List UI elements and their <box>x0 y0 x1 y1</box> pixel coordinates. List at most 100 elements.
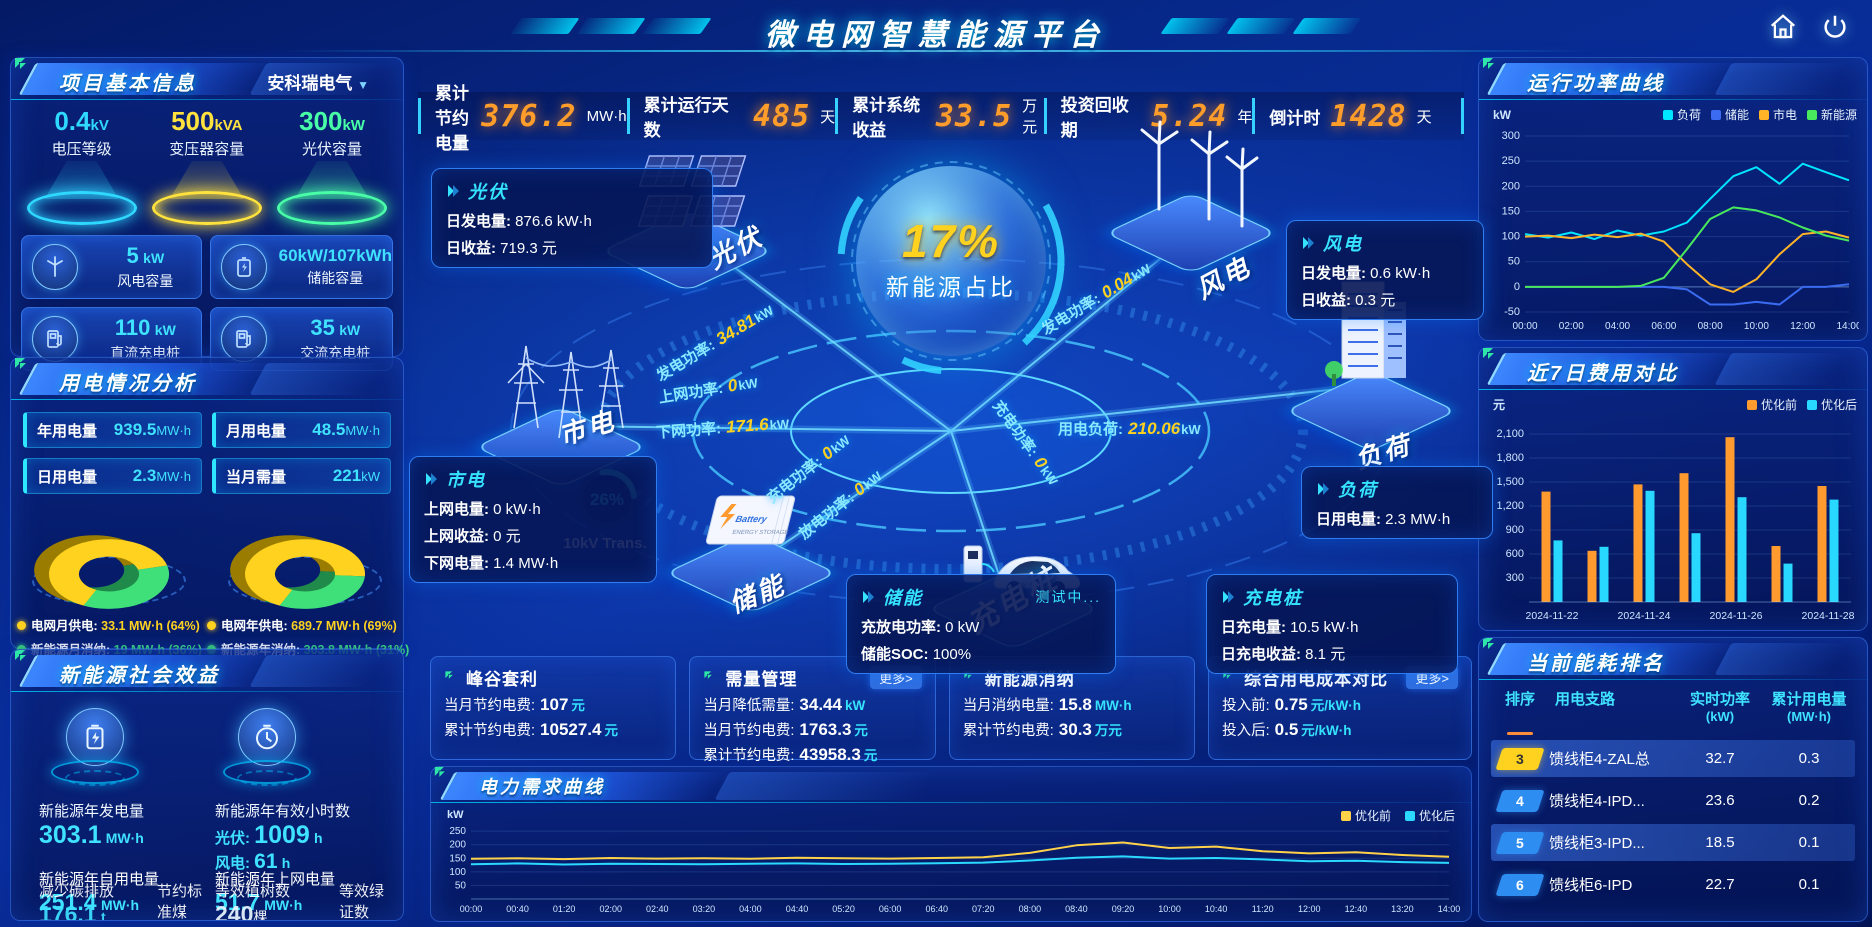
ranking-header-cell: 实时功率 (kW) <box>1689 691 1750 724</box>
tooltip-row: 日用电量: 2.3 MW·h <box>1316 511 1451 528</box>
tooltip-row: 储能SOC: 100% <box>861 646 972 663</box>
kpi-unit: 天 <box>820 108 836 126</box>
cone-value: 300kW <box>299 106 365 136</box>
arrow-right-icon <box>1318 483 1329 495</box>
capacity-cone: 0.4kV 电压等级 <box>19 106 144 225</box>
svg-text:150: 150 <box>449 853 466 864</box>
effective-hours-stat: 新能源年有效小时数 光伏: 1009 h 风电: 61 h <box>215 803 351 873</box>
legend-item: 优化前 <box>1340 807 1391 824</box>
svg-text:00:00: 00:00 <box>1512 321 1537 332</box>
svg-text:1,500: 1,500 <box>1496 476 1524 488</box>
legend-item: 市电 <box>1758 106 1797 123</box>
card-corner-icon <box>445 671 454 680</box>
panel-corner-icon <box>433 765 453 790</box>
kpi-unit: MW·h <box>586 107 627 125</box>
svg-text:12:00: 12:00 <box>1790 321 1815 332</box>
svg-text:10:40: 10:40 <box>1205 904 1228 914</box>
svg-text:01:20: 01:20 <box>553 904 576 914</box>
project-stats: 5 kW 风电容量 60kW/107kWh 储能容量 110 kW 直流充电桩 35 kW… <box>11 225 403 371</box>
battery-storage-icon: Battery ENERGY STORAGE <box>705 495 796 545</box>
tooltip-grid: 市电 上网电量: 0 kW·h 上网收益: 0 元下网电量: 1.4 MW·h <box>409 456 657 583</box>
tooltip-row: 上网电量: 0 kW·h <box>424 501 541 518</box>
grid-export-trees-stats: 新能源年上网电量 51.7 MW·h 等效植树数 240棵 等效绿证数 303张 <box>215 871 385 921</box>
summary-card-row: 当月节约电费: 107 元 <box>444 695 585 714</box>
ev-charger-icon <box>235 330 251 348</box>
node-storage[interactable]: Battery ENERGY STORAGE <box>664 484 838 614</box>
svg-text:08:00: 08:00 <box>1698 321 1723 332</box>
company-dropdown[interactable]: 安科瑞电气 ▼ <box>267 69 369 94</box>
battery-lightning-icon <box>86 724 104 750</box>
energy-cell: 0.2 <box>1798 792 1820 809</box>
svg-text:2,100: 2,100 <box>1496 428 1524 440</box>
flow-label: 用电负荷: 210.06kW <box>1058 419 1201 438</box>
svg-text:2024-11-28: 2024-11-28 <box>1802 610 1855 622</box>
renewable-share-sphere: 17% 新能源占比 <box>856 166 1046 356</box>
usage-stats: 年用电量 939.5MW·h 月用电量 48.5MW·h 日用电量 2.3MW·h 当月需量… <box>11 400 403 494</box>
branch-cell: 馈线柜4-ZAL总 <box>1549 751 1650 768</box>
summary-card-title-row: 峰谷套利 <box>444 665 662 690</box>
panel-title: 当前能耗排名 <box>1527 653 1665 675</box>
cone-beam-decoration <box>169 161 244 199</box>
project-stat-card: 5 kW 风电容量 <box>21 235 202 299</box>
arrow-right-icon <box>1303 237 1314 249</box>
demand-curve-chart: 50 100 150 200 250 00:00 00:40 01:20 02:00 02:40 0… <box>449 826 1460 914</box>
donut-chart <box>230 531 380 621</box>
kpi-bar: 累计节约电量 376.2 MW·h 累计运行天数 485 天累计系统收益 33.5 万元 投资回… <box>418 84 1464 153</box>
rank-badge-cell: 6 <box>1491 873 1549 896</box>
svg-text:13:20: 13:20 <box>1391 904 1414 914</box>
usage-stat-pill: 月用电量 48.5MW·h <box>212 412 391 448</box>
branch-cell: 馈线柜4-IPD... <box>1549 793 1645 810</box>
energy-cell: 0.1 <box>1798 876 1820 893</box>
svg-text:04:00: 04:00 <box>739 904 762 914</box>
tooltip-row: 日充电收益: 8.1 元 <box>1221 646 1346 663</box>
svg-text:12:40: 12:40 <box>1345 904 1368 914</box>
ranking-header-cell: 排序 <box>1504 691 1535 708</box>
node-grid[interactable] <box>466 345 648 488</box>
svg-text:ENERGY STORAGE: ENERGY STORAGE <box>732 529 790 536</box>
kpi-item: 累计运行天数 485 天 <box>626 96 836 140</box>
table-row[interactable]: 5 馈线柜3-IPD... 18.5 0.1 <box>1491 824 1855 861</box>
svg-text:00:00: 00:00 <box>460 904 483 914</box>
table-row[interactable]: 3 馈线柜4-ZAL总 32.7 0.3 <box>1491 740 1855 777</box>
table-row[interactable]: 6 馈线柜6-IPD 22.7 0.1 <box>1491 866 1855 903</box>
ranking-table-header: 排序 用电支路 实时功率 (kW) 累计用电量 (MW·h) <box>1491 688 1855 724</box>
svg-text:50: 50 <box>455 880 467 891</box>
chevron-down-icon: ▼ <box>357 78 369 92</box>
tooltip-row: 充放电功率: 0 kW <box>861 619 980 636</box>
ranking-header-cell: 累计用电量 (MW·h) <box>1771 691 1847 724</box>
svg-text:600: 600 <box>1506 548 1524 560</box>
summary-card-title: 峰谷套利 <box>466 670 538 689</box>
usage-donuts <box>11 494 403 609</box>
panel-corner-icon <box>1481 638 1503 663</box>
panel-demand-curve: 电力需求曲线 kW 优化前 优化后 50 100 150 200 250 00:00 00:4… <box>430 766 1472 922</box>
power-button[interactable] <box>1820 12 1850 45</box>
home-button[interactable] <box>1768 12 1798 45</box>
legend-item: 优化前 <box>1746 396 1797 413</box>
rank-badge-cell: 3 <box>1491 747 1549 770</box>
table-row[interactable]: 4 馈线柜4-IPD... 23.6 0.2 <box>1491 782 1855 819</box>
node-wind[interactable] <box>1104 120 1278 278</box>
svg-text:300: 300 <box>1506 572 1524 584</box>
svg-text:07:20: 07:20 <box>972 904 995 914</box>
header-decoration-right <box>1160 18 1362 34</box>
demand-chart-legend: 优化前 优化后 <box>1340 807 1455 824</box>
kpi-label: 倒计时 <box>1269 108 1321 128</box>
project-stat-icon-wrap <box>220 316 267 362</box>
cone-base-decoration <box>26 191 137 225</box>
power-y-axis-label: kW <box>1493 107 1511 122</box>
storage-status-badge: 测试中... <box>1035 589 1101 605</box>
kpi-unit: 年 <box>1237 108 1253 126</box>
panel-social-benefit: 新能源社会效益 新能源年发电量 303.1 MW·h 新能源年有效小时数 光伏:… <box>10 649 404 921</box>
summary-cards-row: 峰谷套利 当月节约电费: 107 元累计节约电费: 10527.4 元需量管理 更多> 当月降… <box>430 656 1472 764</box>
summary-card-row: 投入前: 0.75 元/kW·h <box>1222 695 1361 714</box>
cone-label: 变压器容量 <box>169 141 245 158</box>
tooltip-wind: 风电 日发电量: 0.6 kW·h 日收益: 0.3 元 <box>1286 220 1484 320</box>
power-cell: 32.7 <box>1705 750 1735 767</box>
project-stat-text: 5 kW 风电容量 <box>117 243 174 289</box>
company-name: 安科瑞电气 <box>267 74 353 93</box>
cone-label: 电压等级 <box>51 141 112 158</box>
summary-card-row: 累计节约电费: 10527.4 元 <box>444 720 618 739</box>
donut-chart <box>34 531 184 621</box>
svg-text:04:40: 04:40 <box>786 904 809 914</box>
kpi-value: 376.2 <box>481 98 577 134</box>
